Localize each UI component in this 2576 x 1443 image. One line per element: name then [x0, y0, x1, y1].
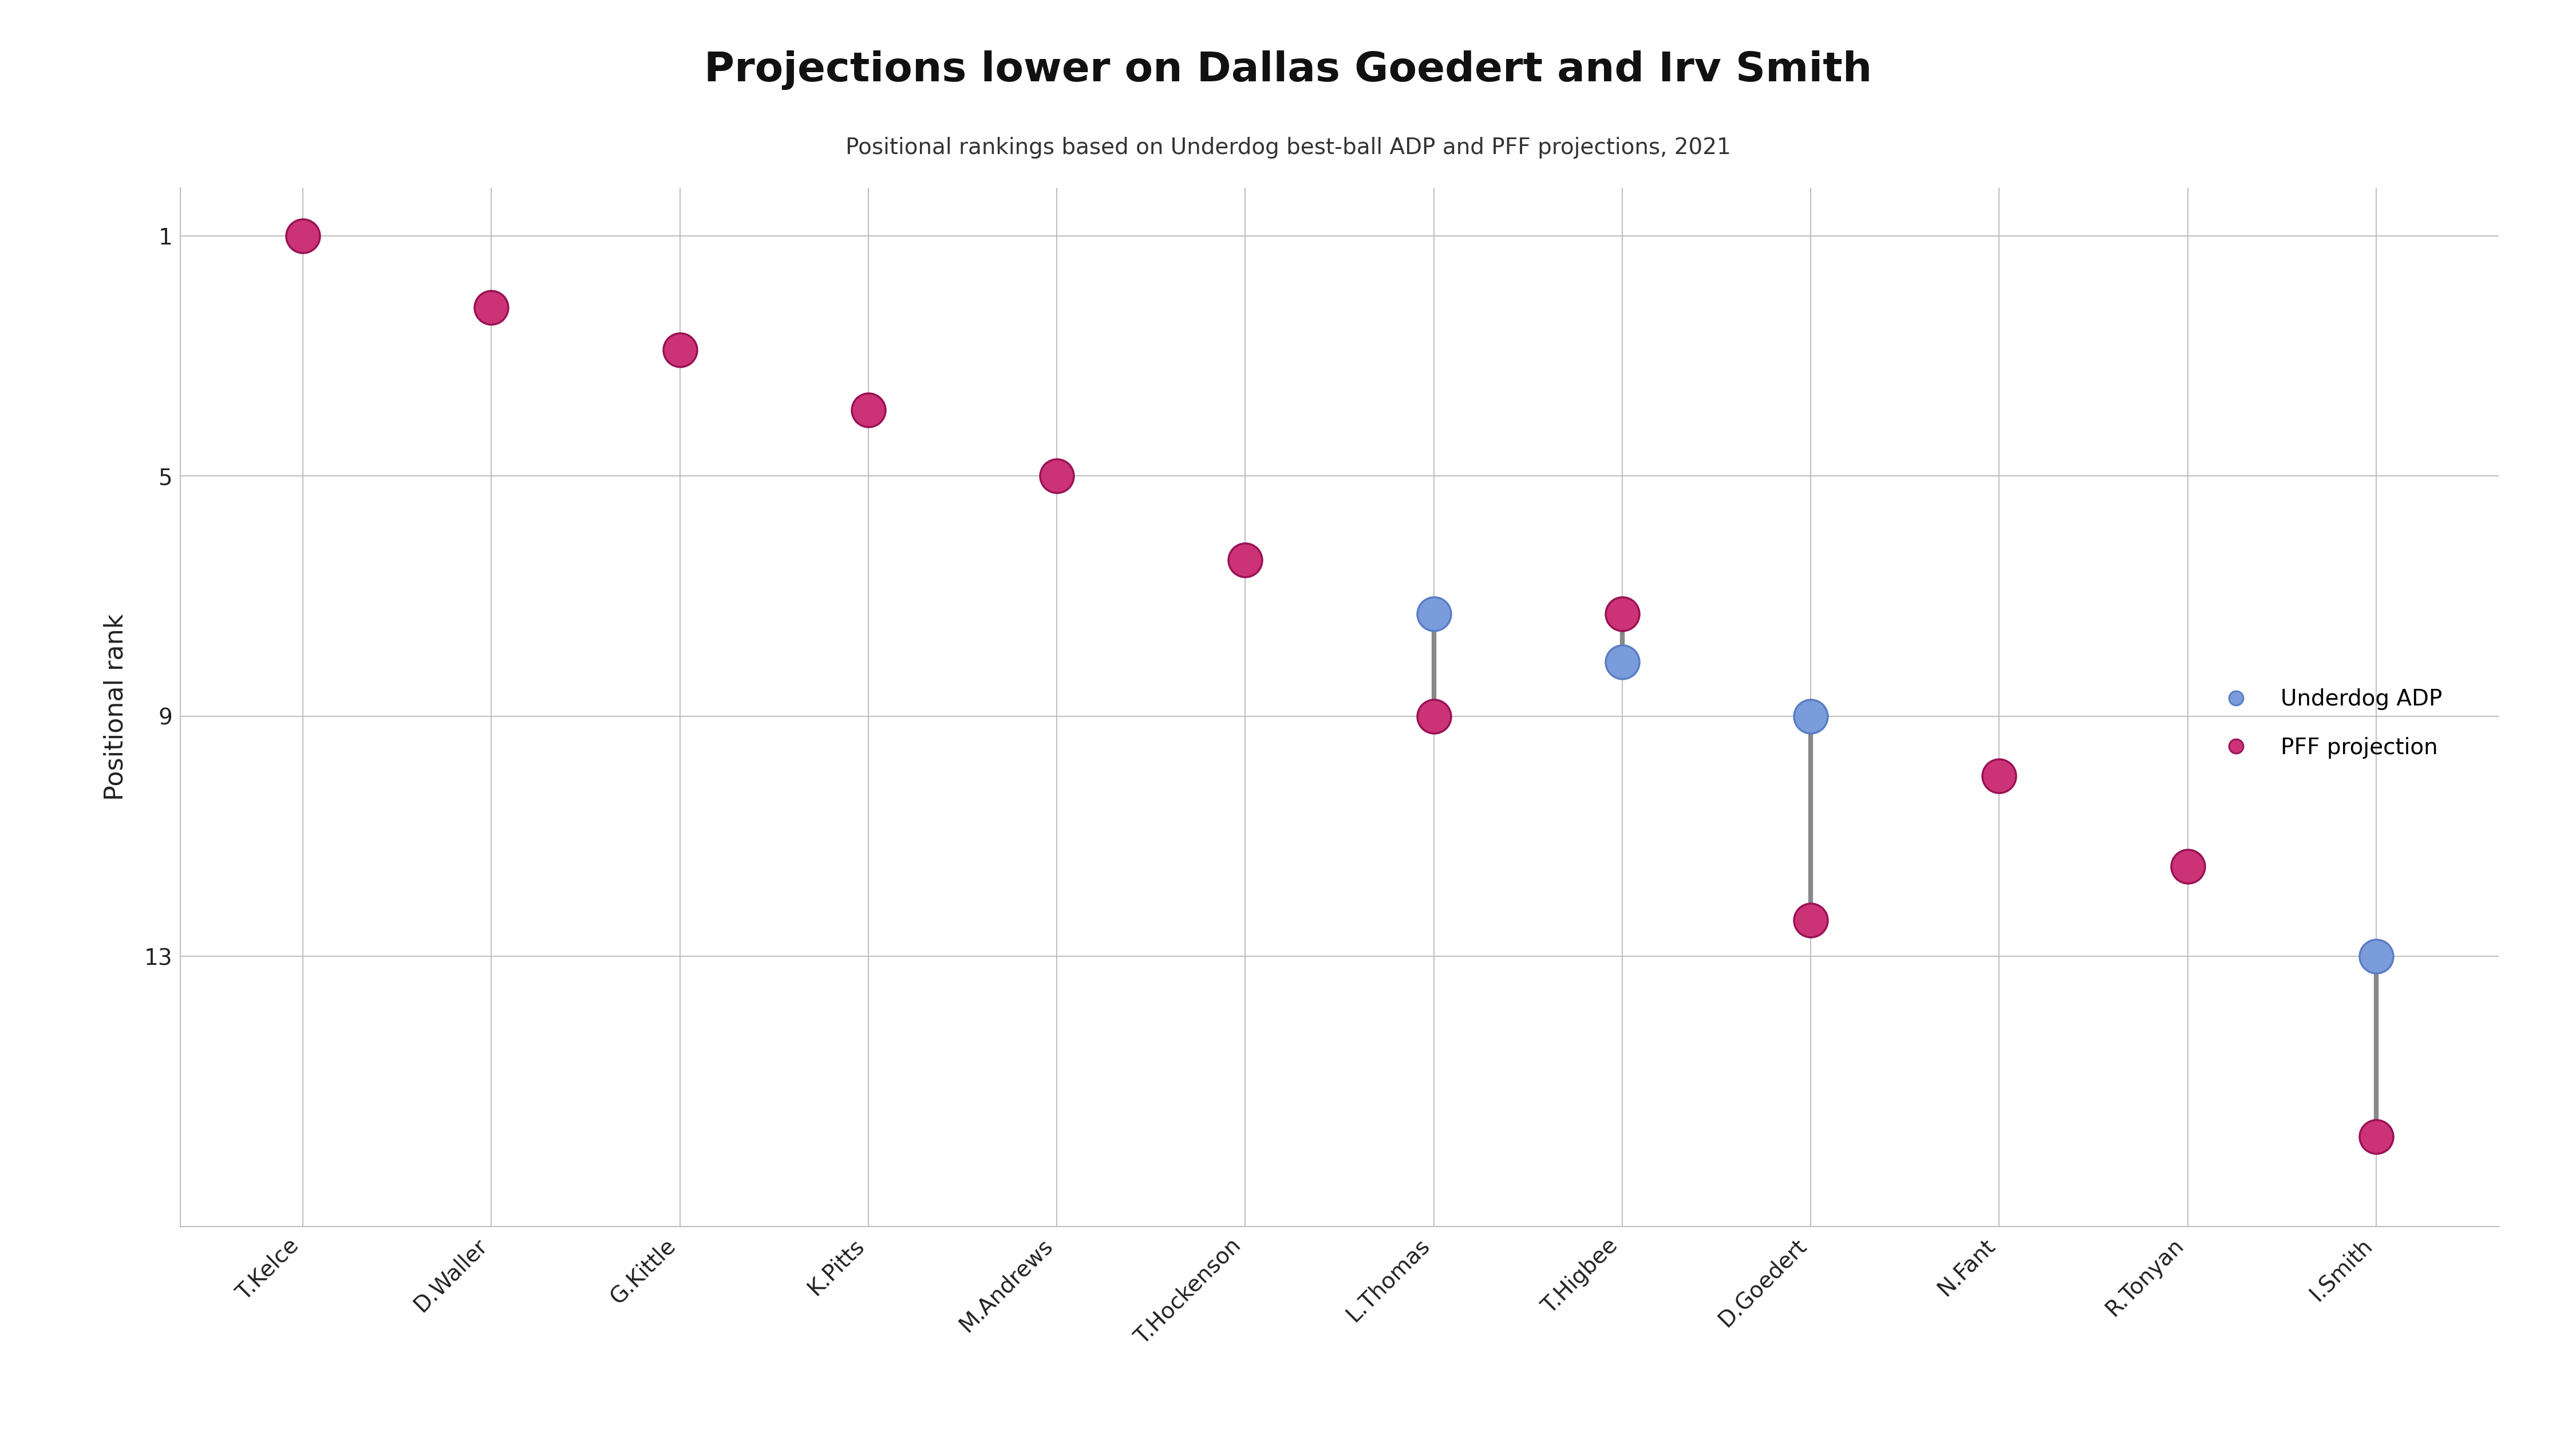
- Point: [1790, 704, 1832, 727]
- Point: [1414, 704, 1455, 727]
- Y-axis label: Positional rank: Positional rank: [103, 613, 129, 801]
- Point: [2354, 1126, 2396, 1149]
- Point: [2354, 945, 2396, 968]
- Point: [471, 296, 513, 319]
- Point: [2166, 854, 2208, 877]
- Point: [1602, 602, 1643, 625]
- Text: Projections lower on Dallas Goedert and Irv Smith: Projections lower on Dallas Goedert and …: [703, 51, 1873, 89]
- Point: [1036, 465, 1077, 488]
- Point: [1224, 548, 1265, 571]
- Point: [283, 224, 325, 247]
- Point: [1602, 651, 1643, 674]
- Legend: Underdog ADP, PFF projection: Underdog ADP, PFF projection: [2192, 667, 2465, 781]
- Point: [659, 338, 701, 361]
- Point: [1978, 765, 2020, 788]
- Text: Positional rankings based on Underdog best-ball ADP and PFF projections, 2021: Positional rankings based on Underdog be…: [845, 137, 1731, 159]
- Point: [1414, 602, 1455, 625]
- Point: [1790, 909, 1832, 932]
- Point: [848, 398, 889, 421]
